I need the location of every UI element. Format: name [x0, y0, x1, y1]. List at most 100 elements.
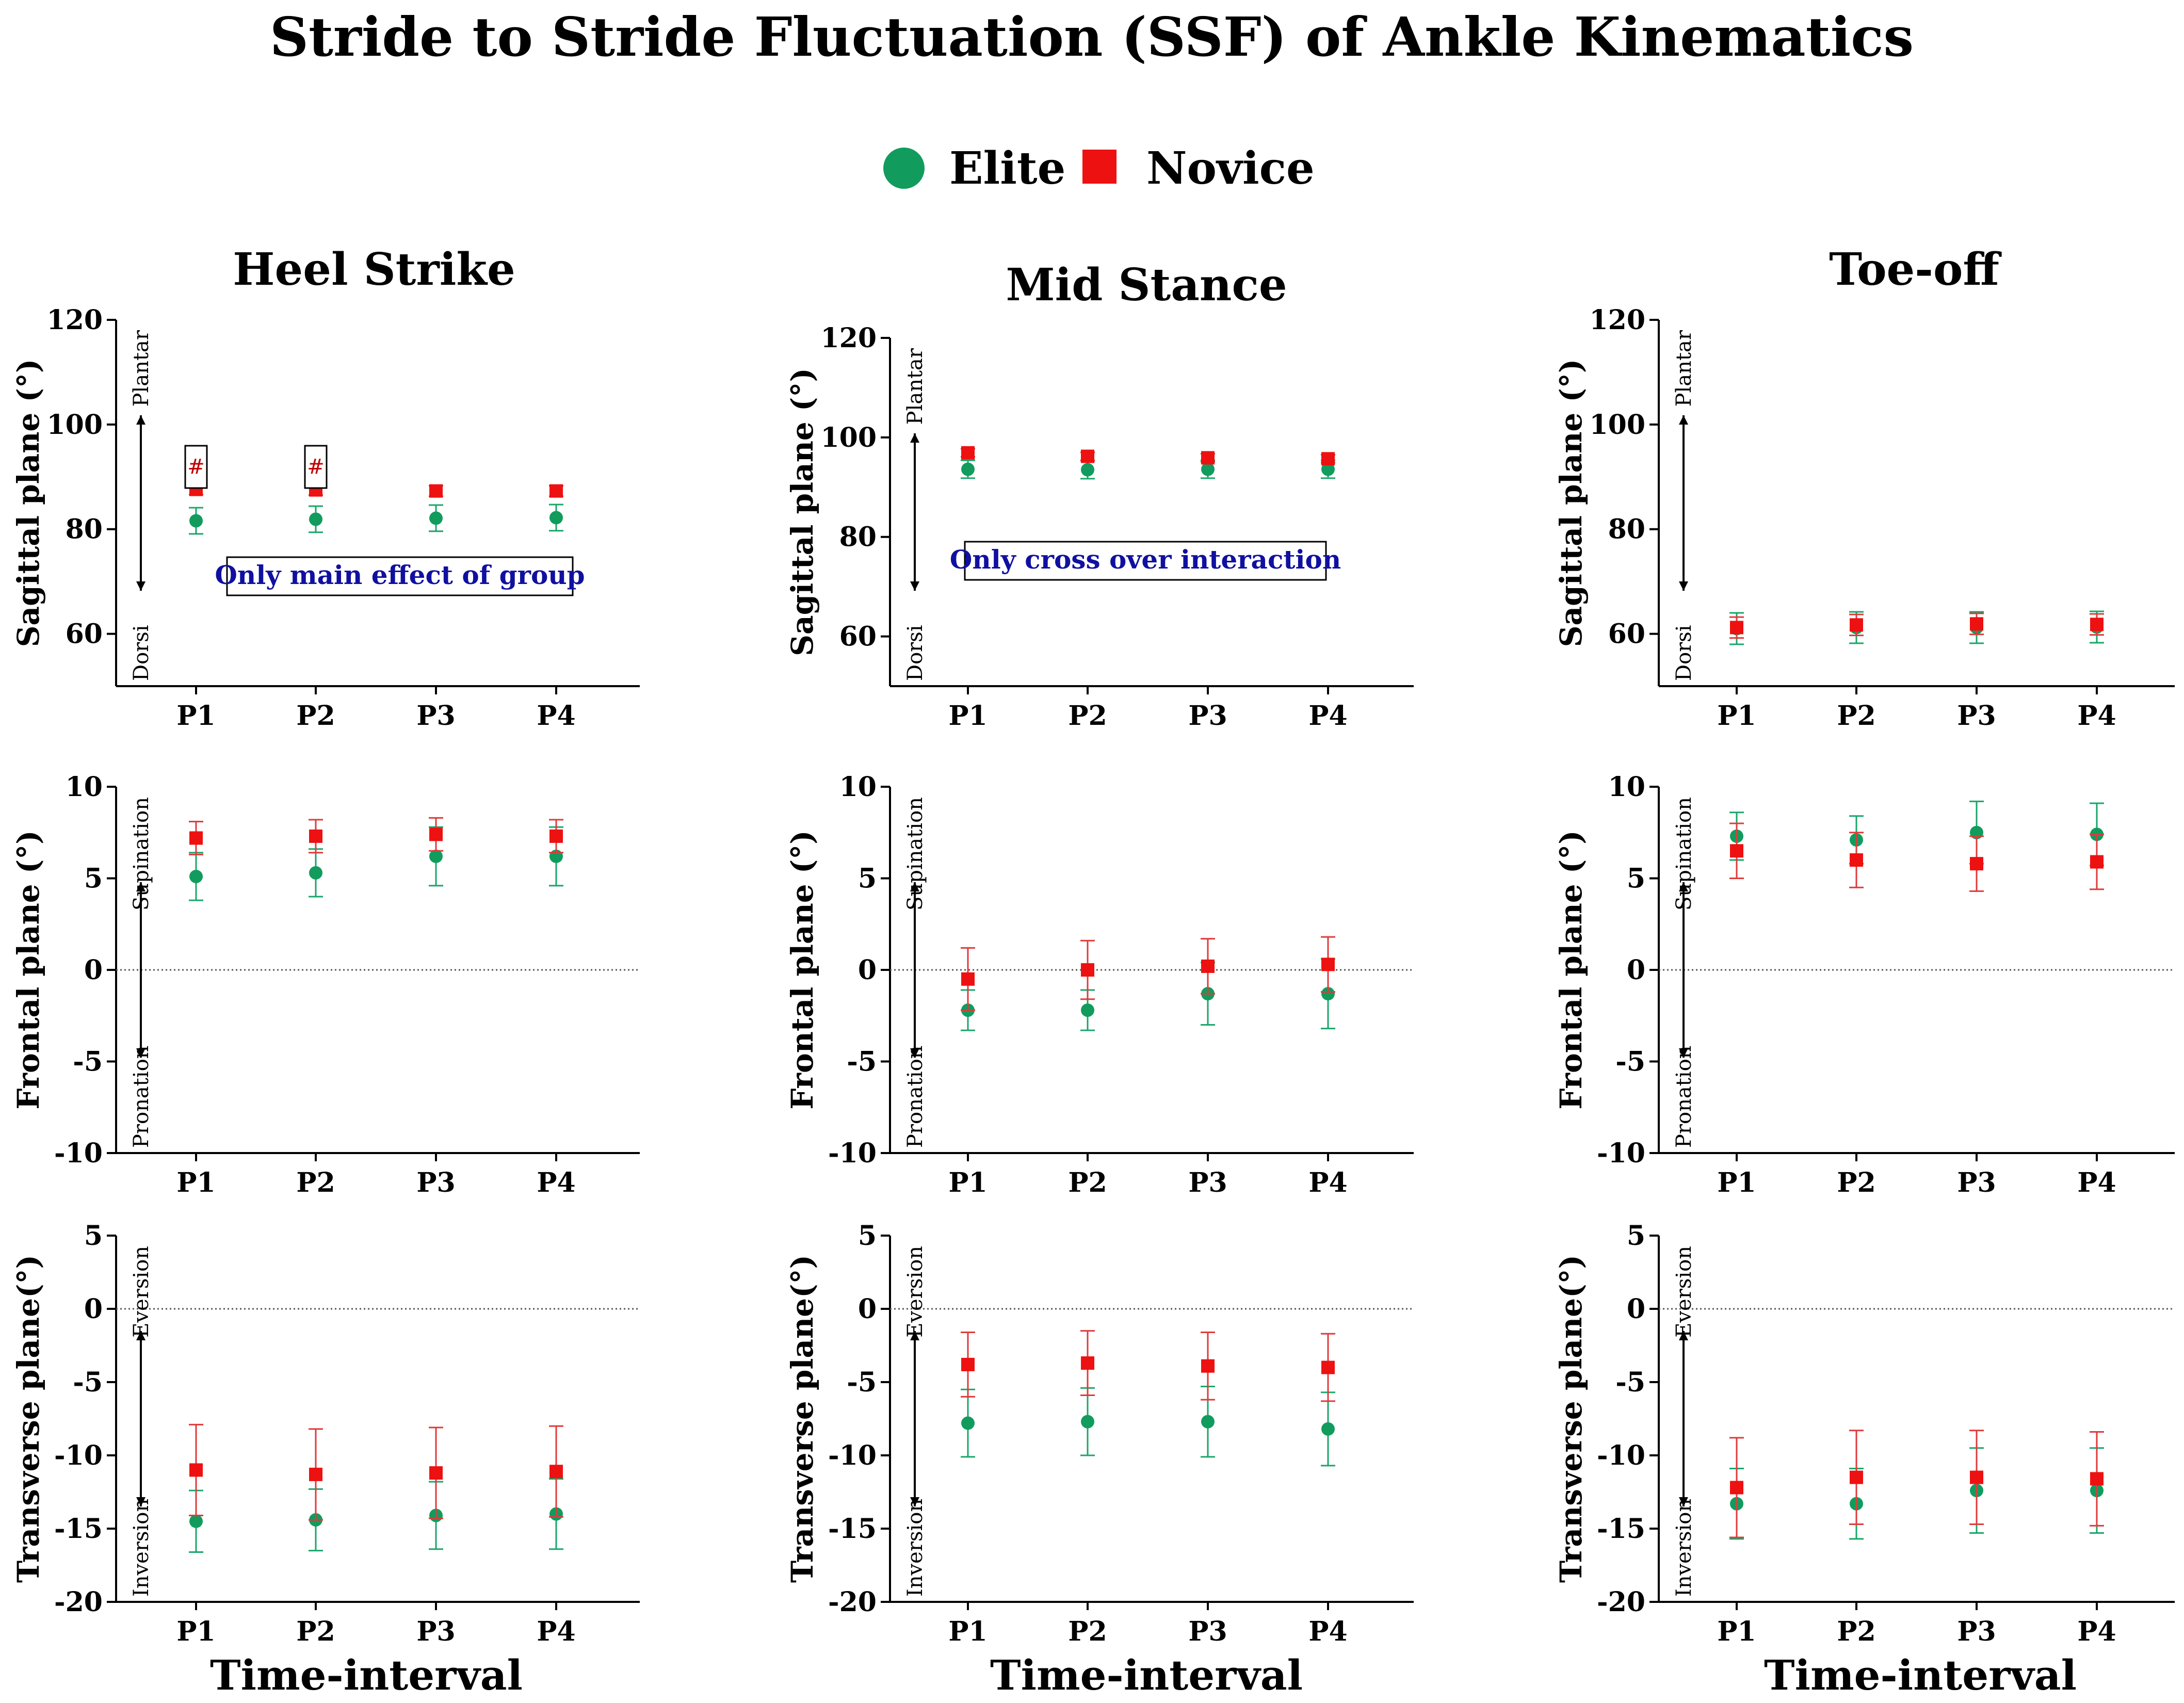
x-tick-label: P2 — [1068, 1167, 1107, 1198]
y-tick-label: 60 — [839, 621, 877, 653]
direction-label-bottom: Inversion — [903, 1499, 927, 1597]
panel-r0-c1: 60 80 100 120 P1 P2 P3 P4 Sagittal plane (°) Plan… — [785, 322, 1414, 732]
novice-point — [1970, 857, 1983, 871]
y-tick-label: 120 — [46, 304, 103, 336]
direction-arrow-head-up — [136, 1331, 145, 1340]
y-tick-label: -15 — [828, 1513, 877, 1545]
y-axis-label: Transverse plane(°) — [1554, 1255, 1589, 1583]
novice-point — [1730, 621, 1743, 635]
x-tick-label: P4 — [2077, 700, 2116, 732]
x-tick-label: P1 — [948, 1167, 987, 1198]
direction-label-bottom: Inversion — [1672, 1499, 1696, 1597]
y-tick-label: 80 — [839, 522, 877, 553]
x-tick-label: P3 — [1957, 1167, 1996, 1198]
elite-point — [429, 511, 443, 525]
significance-marker: # — [187, 455, 205, 479]
elite-point — [549, 511, 563, 525]
novice-point — [1201, 451, 1215, 465]
direction-arrow-head-up — [136, 415, 145, 425]
x-tick-label: P1 — [948, 1616, 987, 1647]
y-tick-label: -10 — [54, 1138, 103, 1169]
column-title-toe-off: Toe-off — [1829, 244, 2002, 296]
elite-point — [429, 849, 443, 863]
y-axis-label: Frontal plane (°) — [1554, 830, 1589, 1109]
y-axis-label: Sagittal plane (°) — [11, 359, 46, 647]
novice-point — [549, 484, 563, 498]
novice-point — [1730, 1481, 1743, 1495]
x-tick-label: P1 — [1717, 1616, 1756, 1647]
y-tick-label: 80 — [66, 514, 103, 545]
panel-r2-c2: -20 -15 -10 -5 0 5 P1 P2 P3 P4 Transverse plane(°)… — [1554, 1220, 2175, 1647]
direction-label-top: Eversion — [130, 1246, 153, 1338]
y-tick-label: -10 — [54, 1440, 103, 1471]
y-tick-label: 5 — [858, 1220, 877, 1252]
novice-point — [1081, 963, 1094, 977]
novice-point — [549, 829, 563, 843]
novice-point — [2090, 1472, 2104, 1486]
y-tick-label: 0 — [84, 1293, 103, 1325]
y-tick-label: 5 — [1627, 863, 1645, 895]
x-tick-label: P4 — [1308, 700, 1347, 732]
x-axis-label-col2: Time-interval — [990, 1651, 1303, 1699]
direction-label-top: Plantar — [903, 348, 927, 425]
y-tick-label: -10 — [828, 1138, 877, 1169]
direction-label-top: Plantar — [1672, 330, 1696, 407]
direction-arrow-head-up — [910, 433, 919, 443]
novice-point — [1970, 617, 1983, 631]
direction-arrow-head-up — [910, 882, 919, 891]
direction-arrow-head-down — [136, 1497, 145, 1506]
direction-arrow-head-up — [910, 1331, 919, 1340]
novice-point — [309, 1467, 322, 1481]
elite-point — [309, 512, 322, 526]
novice-point — [429, 484, 443, 498]
x-tick-label: P4 — [537, 700, 575, 732]
novice-point — [189, 1463, 203, 1477]
y-tick-label: -10 — [1597, 1138, 1645, 1169]
y-tick-label: 0 — [1627, 1293, 1645, 1325]
elite-point — [1081, 463, 1094, 477]
y-tick-label: 60 — [1608, 619, 1645, 650]
x-tick-label: P1 — [176, 1616, 215, 1647]
novice-point — [1081, 449, 1094, 463]
legend-elite-marker — [883, 148, 925, 189]
x-tick-label: P3 — [1188, 1616, 1227, 1647]
x-tick-label: P4 — [1308, 1616, 1347, 1647]
y-tick-label: 100 — [46, 409, 103, 441]
direction-arrow-head-down — [1679, 1497, 1688, 1506]
novice-point — [1201, 1359, 1215, 1373]
x-axis-label-col1: Time-interval — [210, 1651, 523, 1699]
y-tick-label: -20 — [54, 1586, 103, 1618]
y-tick-label: 5 — [84, 1220, 103, 1252]
panel-r2-c1: -20 -15 -10 -5 0 5 P1 P2 P3 P4 Transverse plane(°)… — [785, 1220, 1414, 1647]
y-tick-label: -5 — [847, 1046, 877, 1078]
x-tick-label: P1 — [176, 1167, 215, 1198]
elite-point — [189, 514, 203, 528]
y-tick-label: -5 — [1615, 1367, 1645, 1398]
direction-label-top: Eversion — [1672, 1246, 1696, 1338]
y-tick-label: 120 — [1589, 304, 1645, 336]
y-tick-label: 0 — [1627, 954, 1645, 986]
x-tick-label: P3 — [1188, 700, 1227, 732]
x-tick-label: P3 — [416, 700, 455, 732]
y-tick-label: 5 — [84, 863, 103, 895]
x-tick-label: P2 — [1837, 700, 1875, 732]
direction-label-bottom: Dorsi — [1672, 625, 1696, 681]
x-tick-label: P2 — [1837, 1616, 1875, 1647]
annotation-box — [226, 556, 574, 596]
novice-point — [309, 829, 322, 843]
panel-r0-c2: 60 80 100 120 P1 P2 P3 P4 Sagittal plane (°) Plan… — [1554, 304, 2175, 732]
novice-point — [1321, 1360, 1335, 1374]
direction-arrow-head-up — [136, 882, 145, 891]
y-tick-label: -10 — [1597, 1440, 1645, 1471]
novice-point — [429, 1466, 443, 1480]
y-tick-label: -5 — [73, 1367, 103, 1398]
y-axis-label: Sagittal plane (°) — [1554, 359, 1589, 647]
elite-point — [1081, 1003, 1094, 1017]
novice-point — [1850, 1470, 1863, 1484]
novice-point — [429, 828, 443, 841]
direction-label-bottom: Pronation — [903, 1046, 927, 1148]
column-title-mid-stance: Mid Stance — [1006, 259, 1287, 311]
panel-r2-c0: -20 -15 -10 -5 0 5 P1 P2 P3 P4 Transverse plane(°)… — [11, 1220, 640, 1647]
